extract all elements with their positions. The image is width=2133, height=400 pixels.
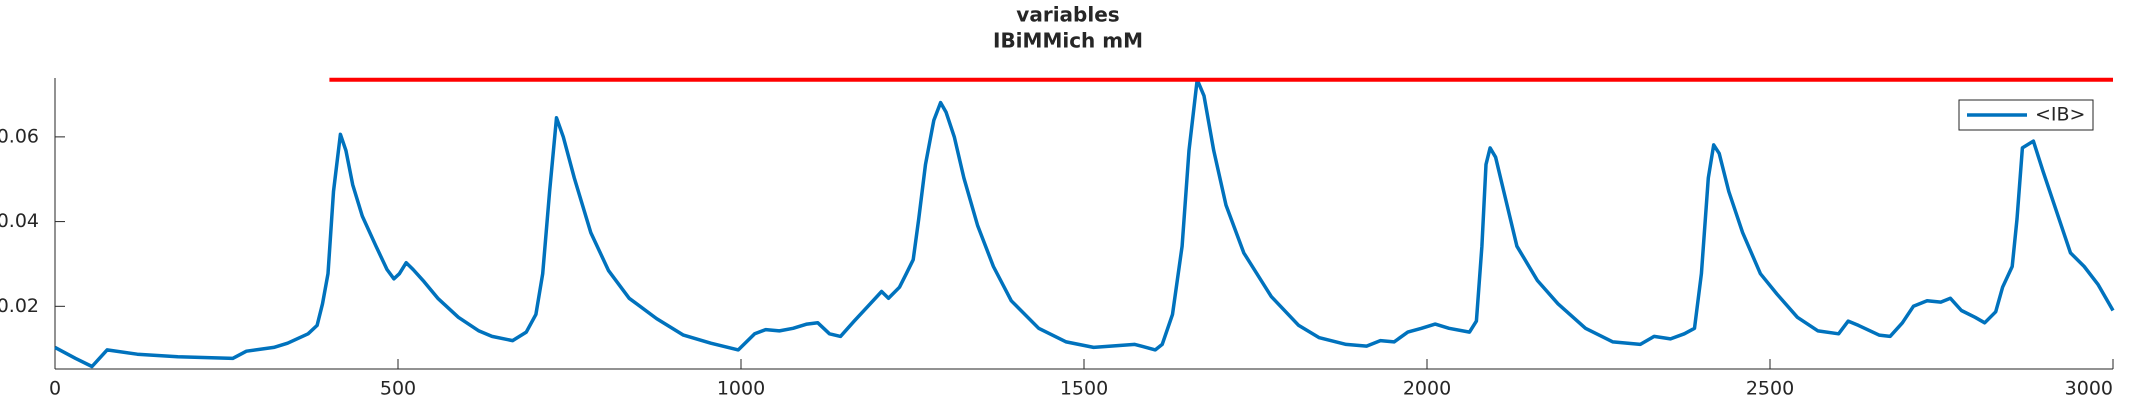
x-tick-label: 2000 <box>1403 378 1451 400</box>
y-tick-label: 0.04 <box>0 210 39 232</box>
y-tick-label: 0.02 <box>0 295 39 317</box>
x-tick-label: 3000 <box>2065 378 2113 400</box>
x-tick-label: 1000 <box>717 378 765 400</box>
legend-label: <IB> <box>2035 104 2085 126</box>
x-tick-label: 1500 <box>1060 378 1108 400</box>
x-tick-label: 2500 <box>1746 378 1794 400</box>
x-tick-label: 500 <box>380 378 416 400</box>
chart-title: variables <box>1016 3 1119 27</box>
x-tick-label: 0 <box>49 378 61 400</box>
line-series <box>54 77 2115 369</box>
y-tick-label: 0.06 <box>0 125 39 147</box>
chart-subtitle: IBiMMich mM <box>993 29 1143 53</box>
